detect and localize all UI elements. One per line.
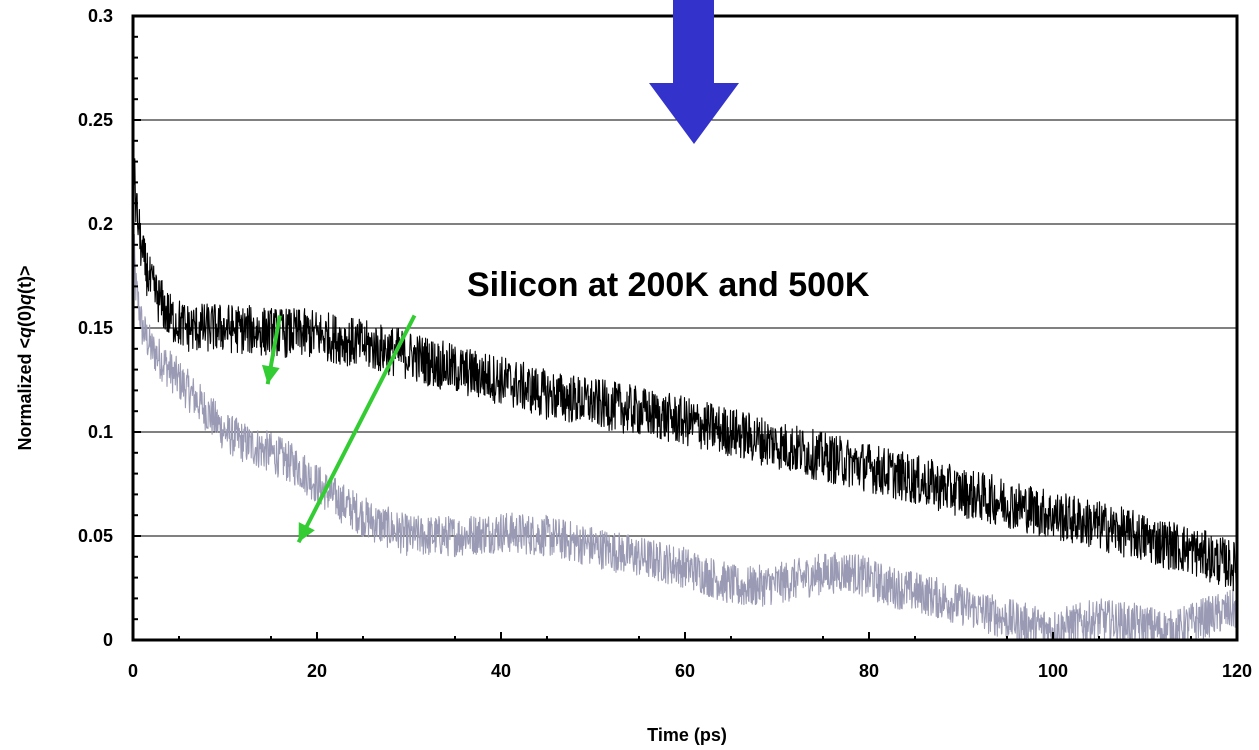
- y-tick-label: 0.1: [88, 422, 113, 442]
- y-tick-label: 0: [103, 630, 113, 650]
- x-tick-label: 0: [128, 661, 138, 681]
- axis-tick-labels: 0 20 40 60 80 100 120 0 0.05 0.1 0.15 0.2 0.25 0.3: [78, 6, 1252, 681]
- series-line: [132, 143, 1238, 592]
- axis-ticks: [132, 15, 1238, 641]
- annotation-pointer-head: [261, 364, 280, 385]
- y-tick-label: 0.2: [88, 214, 113, 234]
- annotation-pointer-head: [298, 522, 315, 543]
- annotation-pointer-line: [296, 314, 417, 544]
- x-tick-label: 80: [859, 661, 879, 681]
- plot-series: [132, 143, 1238, 641]
- y-axis-title: Normalized <q(0)q(t)>: [15, 265, 35, 450]
- y-tick-label: 0.3: [88, 6, 113, 26]
- series-line: [132, 217, 1238, 641]
- x-tick-label: 20: [307, 661, 327, 681]
- x-tick-label: 120: [1222, 661, 1252, 681]
- x-tick-label: 100: [1038, 661, 1068, 681]
- y-tick-label: 0.15: [78, 318, 113, 338]
- annotation-pointers: [261, 314, 417, 544]
- annotation-label: Silicon at 200K and 500K: [467, 266, 870, 304]
- x-axis-title: Time (ps): [647, 725, 727, 745]
- down-arrow-icon: [649, 0, 739, 144]
- y-tick-label: 0.25: [78, 110, 113, 130]
- x-tick-label: 60: [675, 661, 695, 681]
- x-tick-label: 40: [491, 661, 511, 681]
- y-tick-label: 0.05: [78, 526, 113, 546]
